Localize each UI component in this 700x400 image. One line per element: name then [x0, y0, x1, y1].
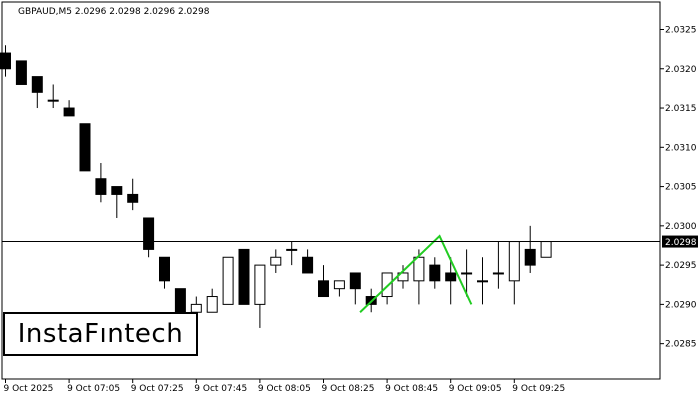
candle-body: [254, 264, 266, 305]
candle-body: [31, 76, 43, 93]
x-tick-label: 9 Oct 08:05: [258, 384, 311, 394]
candle-body: [492, 272, 504, 275]
y-tick-label: 2.0320: [665, 65, 697, 75]
candle: [31, 76, 43, 109]
y-tick-label: 2.0315: [665, 104, 697, 114]
candle-body: [508, 241, 520, 282]
candle: [492, 241, 504, 289]
brand-logo: InstaFıntech: [3, 312, 198, 356]
candle: [286, 241, 298, 266]
y-axis: 2.0325 2.0320 2.0315 2.0310 2.0305 2.0300 2.02…: [660, 25, 697, 350]
candle: [333, 280, 345, 297]
candle-body: [127, 193, 139, 203]
pattern-group: [359, 234, 473, 313]
x-tick-label: 9 Oct 07:05: [67, 384, 120, 394]
candle: [429, 257, 441, 289]
candle-body: [318, 280, 329, 298]
candle-body: [238, 248, 250, 305]
candle-body: [302, 256, 314, 274]
x-tick-label: 9 Oct 09:05: [449, 384, 502, 394]
logo-text: InstaFıntech: [17, 319, 184, 349]
x-tick-label: 9 Oct 09:25: [512, 384, 565, 394]
y-tick-label: 2.0310: [665, 143, 697, 153]
candle-body: [111, 186, 123, 195]
candle: [318, 265, 329, 298]
candle: [0, 45, 11, 77]
current-price-tag: [662, 235, 698, 248]
candle-body: [95, 178, 107, 195]
candle: [477, 257, 488, 305]
candle-body: [413, 256, 425, 282]
candles-group: [0, 45, 552, 328]
candle-body: [206, 296, 218, 313]
candle: [222, 256, 234, 305]
candle: [206, 288, 218, 313]
current-price-group: 2.0298: [2, 235, 698, 248]
candle-body: [445, 272, 457, 282]
y-tick-label: 2.0295: [665, 261, 697, 271]
candle-body: [540, 241, 552, 258]
candle-body: [47, 99, 59, 102]
candle: [127, 178, 139, 211]
candle: [159, 256, 170, 289]
candle-body: [461, 272, 473, 275]
candle: [381, 272, 393, 305]
x-axis: 9 Oct 2025 9 Oct 07:05 9 Oct 07:25 9 Oct 07…: [4, 379, 565, 394]
candle: [254, 264, 266, 328]
y-tick-label: 2.0300: [665, 222, 697, 232]
candle: [111, 186, 123, 218]
y-tick-label: 2.0305: [665, 183, 697, 193]
x-tick-label: 9 Oct 07:45: [194, 384, 247, 394]
candle: [461, 249, 473, 297]
candle-body: [333, 280, 345, 290]
y-tick-label: 2.0285: [665, 340, 697, 350]
y-tick-label: 2.0325: [665, 25, 697, 35]
chart-title: GBPAUD,M5 2.0296 2.0298 2.0296 2.0298: [18, 7, 210, 17]
candle: [95, 163, 107, 203]
candle-body: [79, 123, 91, 172]
candle: [540, 241, 552, 258]
candle: [143, 217, 155, 258]
candle-body: [270, 256, 282, 266]
candle-body: [477, 280, 488, 283]
candle-body: [0, 52, 11, 70]
x-tick-label: 9 Oct 07:25: [131, 384, 184, 394]
x-tick-label: 9 Oct 08:45: [385, 384, 438, 394]
candle: [302, 249, 314, 274]
x-tick-label: 9 Oct 08:25: [322, 384, 375, 394]
x-tick-label: 9 Oct 2025: [4, 384, 54, 394]
candle-body: [381, 272, 393, 298]
candle-body: [429, 264, 441, 282]
candle: [524, 225, 536, 273]
candle: [63, 100, 75, 117]
candle: [238, 248, 250, 305]
candle: [47, 84, 59, 109]
candle: [15, 60, 27, 85]
candle: [79, 123, 91, 172]
candle: [270, 249, 282, 273]
candle-body: [286, 248, 298, 251]
candle: [413, 249, 425, 305]
candle: [445, 257, 457, 305]
candle-body: [63, 107, 75, 117]
candle-body: [524, 248, 536, 266]
double-top-pattern-line: [359, 234, 473, 313]
y-tick-label: 2.0290: [665, 300, 697, 310]
candle-body: [222, 256, 234, 305]
current-price-label: 2.0298: [665, 238, 697, 248]
candle-body: [159, 256, 170, 282]
candle-body: [15, 60, 27, 85]
candle-body: [143, 217, 155, 250]
candle: [349, 272, 361, 305]
candle-body: [349, 272, 361, 290]
